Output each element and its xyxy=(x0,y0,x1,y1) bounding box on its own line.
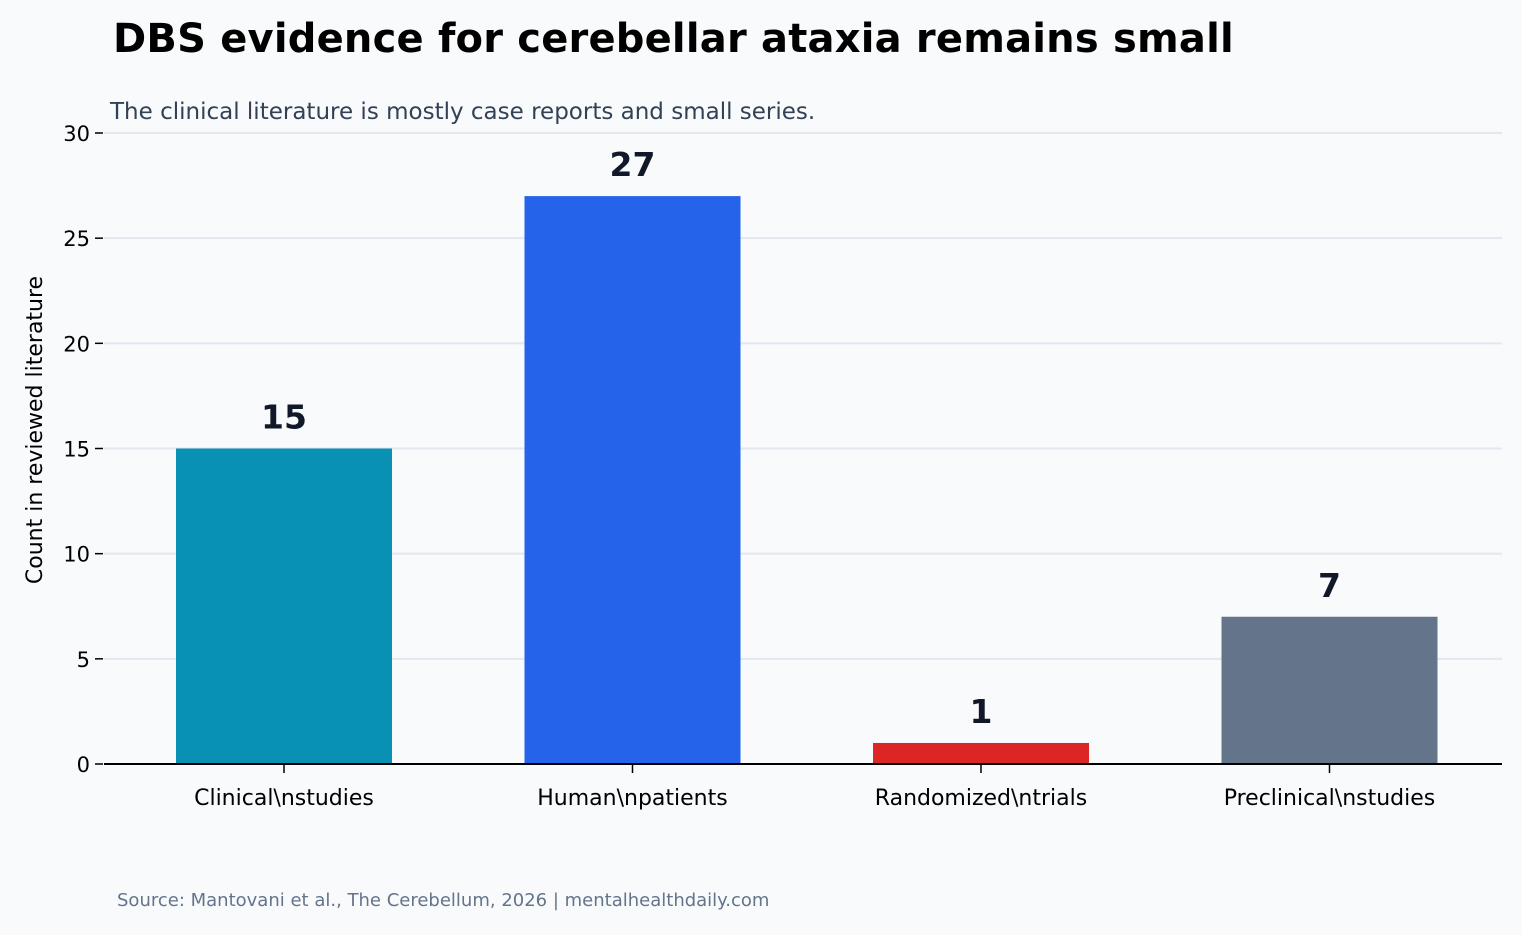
data-label: 15 xyxy=(261,398,307,437)
bar xyxy=(176,448,392,764)
bar xyxy=(1221,616,1438,764)
data-labels: 15 27 1 7 xyxy=(261,145,1341,731)
x-tick-label: Preclinical\nstudies xyxy=(1224,786,1436,811)
chart-title: DBS evidence for cerebellar ataxia remai… xyxy=(113,16,1234,62)
y-axis: 0 5 10 15 20 25 30 xyxy=(63,122,103,777)
y-tick-label: 15 xyxy=(63,438,90,462)
data-label: 27 xyxy=(610,145,656,184)
data-label: 1 xyxy=(970,692,993,731)
y-tick-label: 0 xyxy=(77,753,90,777)
x-axis: Clinical\nstudies Human\npatients Randomiz… xyxy=(104,763,1502,811)
y-axis-label: Count in reviewed literature xyxy=(23,276,48,584)
bars xyxy=(176,196,1438,765)
y-tick-label: 25 xyxy=(63,227,90,251)
x-tick-label: Clinical\nstudies xyxy=(194,786,374,811)
x-tick-label: Human\npatients xyxy=(537,786,727,811)
x-tick-label: Randomized\ntrials xyxy=(875,786,1087,811)
bar xyxy=(524,196,741,765)
y-tick-label: 30 xyxy=(63,122,90,146)
y-tick-label: 20 xyxy=(63,332,90,356)
bar xyxy=(873,742,1089,764)
y-tick-label: 5 xyxy=(77,648,90,672)
data-label: 7 xyxy=(1318,566,1341,605)
y-tick-label: 10 xyxy=(63,543,90,567)
chart-subtitle: The clinical literature is mostly case r… xyxy=(110,99,816,125)
source-note: Source: Mantovani et al., The Cerebellum… xyxy=(117,890,770,911)
